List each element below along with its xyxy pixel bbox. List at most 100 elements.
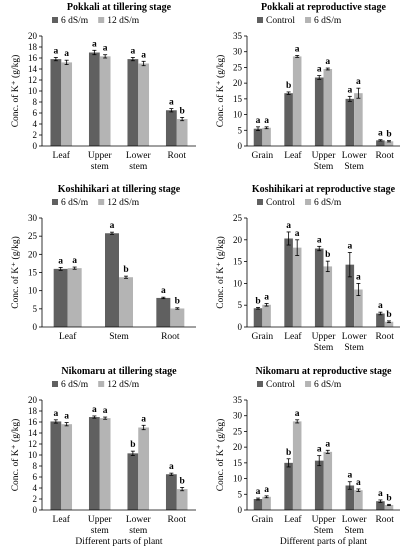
- y-tick-label: 4: [33, 483, 38, 493]
- bar-series2-3: [323, 266, 333, 327]
- chart-panel-4: Koshihikari at reproductive stage Control…: [215, 184, 400, 353]
- x-category-label: Lower Stem: [342, 332, 368, 353]
- x-category-label: Root: [375, 332, 394, 342]
- significance-label: a: [103, 406, 108, 416]
- significance-label: b: [325, 250, 330, 260]
- significance-label: b: [386, 310, 391, 320]
- x-category-label: Root: [375, 151, 394, 161]
- significance-label: b: [386, 493, 391, 503]
- bar-series2-2: [99, 418, 111, 510]
- x-category-label: Leaf: [59, 331, 77, 342]
- bar-series1-5: [376, 501, 385, 510]
- y-tick-label: 0: [33, 322, 38, 332]
- y-tick-label: 16: [28, 417, 38, 427]
- x-category-label: Upper stem: [88, 151, 113, 172]
- significance-label: a: [169, 462, 174, 472]
- y-tick-label: 10: [28, 450, 38, 460]
- y-tick-label: 4: [33, 119, 38, 129]
- bar-series2-2: [292, 247, 302, 327]
- x-category-label: Leaf: [284, 514, 302, 525]
- y-tick-label: 5: [238, 125, 243, 135]
- significance-label: b: [179, 106, 184, 116]
- bar-series1-3: [127, 59, 139, 146]
- y-axis-title: Conc. of K⁺ (g/kg): [10, 419, 21, 492]
- significance-label: a: [53, 409, 58, 419]
- x-category-label: Lower stem: [126, 515, 152, 536]
- bar-series2-1: [262, 127, 271, 146]
- y-tick-label: 10: [233, 278, 243, 288]
- x-category-label: Grain: [251, 151, 273, 161]
- bar-series2-4: [354, 289, 363, 327]
- significance-label: a: [347, 85, 352, 95]
- y-tick-label: 2: [33, 130, 38, 140]
- legend-swatch-1: [257, 199, 263, 205]
- significance-label: a: [264, 292, 269, 302]
- y-tick-label: 35: [233, 31, 243, 41]
- significance-label: b: [255, 296, 260, 306]
- legend-swatch-2: [98, 199, 105, 205]
- bar-series2-4: [354, 490, 363, 510]
- significance-label: a: [256, 116, 261, 126]
- y-tick-label: 10: [233, 474, 243, 484]
- y-tick-label: 25: [233, 62, 243, 72]
- bar-series2-5: [384, 141, 394, 146]
- legend-label-2: 12 dS/m: [107, 198, 140, 208]
- significance-label: b: [286, 448, 291, 458]
- chart-title: Nikomaru at tillering stage: [61, 366, 177, 377]
- significance-label: a: [317, 235, 322, 245]
- y-tick-label: 20: [233, 442, 243, 452]
- y-tick-label: 6: [33, 108, 38, 118]
- legend-label-1: Control: [266, 198, 295, 208]
- y-tick-label: 2: [33, 494, 38, 504]
- legend-swatch-1: [52, 199, 58, 205]
- bar-series1-1: [53, 268, 68, 327]
- chart-legend: Control 6 dS/m: [257, 380, 342, 390]
- legend-swatch-1: [257, 17, 263, 23]
- y-tick-label: 15: [233, 94, 243, 104]
- significance-label: a: [264, 116, 269, 126]
- significance-label: a: [356, 478, 361, 488]
- significance-label: a: [58, 256, 63, 266]
- chart-title: Pokkali at reproductive stage: [261, 2, 386, 13]
- x-axis-title: Different parts of plant: [75, 536, 163, 547]
- x-category-label: Lower stem: [126, 151, 152, 172]
- significance-label: a: [141, 414, 146, 424]
- bar-series2-1: [61, 424, 73, 510]
- bar-series2-3: [138, 427, 150, 510]
- bar-series2-3: [170, 308, 185, 327]
- y-tick-label: 6: [33, 472, 38, 482]
- bar-series1-5: [376, 313, 385, 327]
- significance-label: a: [92, 39, 97, 49]
- x-category-label: Root: [168, 151, 187, 161]
- significance-label: a: [325, 57, 330, 67]
- y-tick-label: 0: [33, 141, 38, 151]
- bar-series2-2: [292, 421, 302, 510]
- y-tick-label: 10: [28, 86, 38, 96]
- bar-series1-4: [345, 98, 355, 146]
- chart-panel-3: Koshihikari at tillering stage 6 dS/m 12 d…: [10, 184, 196, 342]
- x-category-label: Root: [375, 515, 394, 525]
- bar-series2-4: [176, 119, 188, 146]
- bar-series1-3: [314, 77, 324, 146]
- significance-label: a: [378, 129, 383, 139]
- x-axis-title: Different parts of plant: [280, 536, 368, 547]
- significance-label: a: [317, 65, 322, 75]
- legend-label-1: 6 dS/m: [61, 198, 89, 208]
- y-tick-label: 0: [238, 141, 243, 151]
- significance-label: a: [130, 46, 135, 56]
- legend-swatch-1: [257, 381, 263, 387]
- bar-series2-4: [176, 489, 188, 510]
- legend-label-1: Control: [266, 380, 295, 390]
- legend-swatch-1: [52, 381, 58, 387]
- bar-series1-5: [376, 140, 385, 146]
- significance-label: a: [72, 256, 77, 266]
- significance-label: a: [356, 77, 361, 87]
- significance-label: b: [179, 476, 184, 486]
- chart-legend: 6 dS/m 12 dS/m: [52, 380, 140, 390]
- y-tick-label: 14: [28, 428, 38, 438]
- bar-series2-2: [119, 277, 133, 327]
- bar-series1-1: [50, 59, 62, 146]
- y-tick-label: 12: [28, 75, 37, 85]
- x-category-label: Grain: [251, 332, 273, 342]
